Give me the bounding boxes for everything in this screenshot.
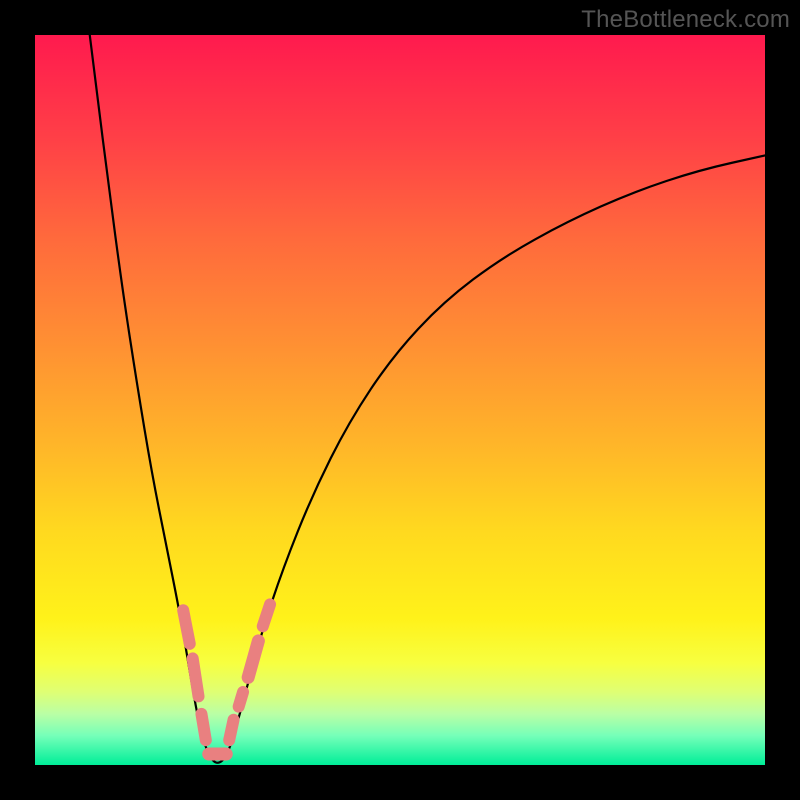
curve-marker	[201, 714, 205, 740]
plot-area	[35, 35, 765, 765]
curve-markers	[183, 604, 270, 754]
curve-marker	[193, 658, 199, 696]
curve-marker	[229, 720, 233, 740]
curve-marker	[263, 604, 270, 626]
curve-marker	[239, 692, 243, 707]
curve-marker	[183, 610, 190, 644]
watermark-text: TheBottleneck.com	[581, 6, 790, 34]
curve-marker	[248, 641, 258, 678]
chart-stage: TheBottleneck.com	[0, 0, 800, 800]
curve-layer	[35, 35, 765, 765]
